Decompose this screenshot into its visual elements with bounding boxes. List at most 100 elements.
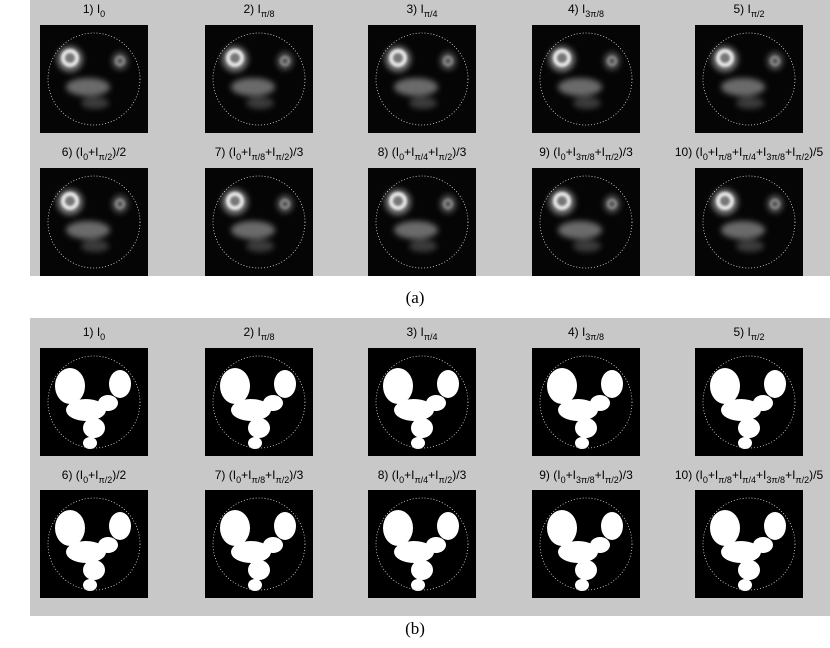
- title-text: )/3: [452, 468, 466, 482]
- title-text: )/5: [809, 468, 823, 482]
- title-text: )/3: [619, 468, 633, 482]
- title-text: +I: [595, 145, 605, 159]
- title-text: +I: [732, 145, 742, 159]
- subscript: 3π/8: [766, 152, 785, 162]
- title-text: +I: [428, 145, 438, 159]
- title-text: 5) I: [733, 325, 750, 339]
- subscript: π/2: [439, 475, 453, 485]
- title-text: +I: [566, 145, 576, 159]
- subscript: π/2: [276, 475, 290, 485]
- title-text: )/5: [809, 145, 823, 159]
- title-text: 4) I: [568, 325, 585, 339]
- subscript: 3π/8: [766, 475, 785, 485]
- image: [532, 25, 640, 133]
- image: [368, 348, 476, 456]
- image: [532, 490, 640, 598]
- subscript: π/4: [424, 9, 438, 19]
- subscript: π/8: [718, 475, 732, 485]
- image: [205, 348, 313, 456]
- title-text: 6) (I: [62, 145, 83, 159]
- title-text: 8) (I: [378, 145, 399, 159]
- title-text: 1) I: [83, 2, 100, 16]
- image: [40, 25, 148, 133]
- title-text: +I: [785, 145, 795, 159]
- subscript: π/4: [742, 475, 756, 485]
- title-text: 6) (I: [62, 468, 83, 482]
- title-text: +I: [708, 468, 718, 482]
- title-text: 2) I: [243, 325, 260, 339]
- title-text: 7) (I: [215, 468, 236, 482]
- image: [368, 168, 476, 276]
- subscript: 3π/8: [585, 332, 604, 342]
- title-text: 10) (I: [675, 145, 703, 159]
- title-text: +I: [88, 468, 98, 482]
- page: {"panels": [ {"caption": "(a)", "titles"…: [0, 0, 830, 643]
- title-text: 2) I: [243, 2, 260, 16]
- image: [368, 25, 476, 133]
- subscript: π/2: [98, 475, 112, 485]
- subscript: π/4: [414, 152, 428, 162]
- title-text: 5) I: [733, 2, 750, 16]
- subscript: π/2: [605, 475, 619, 485]
- title-text: +I: [756, 468, 766, 482]
- subscript: 3π/8: [585, 9, 604, 19]
- title-text: 7) (I: [215, 145, 236, 159]
- subscript: π/8: [251, 152, 265, 162]
- title-text: 1) I: [83, 325, 100, 339]
- subscript: π/2: [439, 152, 453, 162]
- subscript: π/8: [261, 9, 275, 19]
- image: [532, 168, 640, 276]
- image: [40, 348, 148, 456]
- title-text: +I: [732, 468, 742, 482]
- image: [40, 168, 148, 276]
- title-text: )/3: [452, 145, 466, 159]
- title-text: 9) (I: [539, 145, 560, 159]
- subscript: π/8: [718, 152, 732, 162]
- image: [205, 490, 313, 598]
- image: [695, 168, 803, 276]
- title-text: +I: [595, 468, 605, 482]
- title-text: 4) I: [568, 2, 585, 16]
- subscript: π/8: [261, 332, 275, 342]
- title-text: +I: [566, 468, 576, 482]
- subscript: π/2: [751, 9, 765, 19]
- title-text: +I: [241, 468, 251, 482]
- subscript: π/2: [98, 152, 112, 162]
- subscript: π/2: [751, 332, 765, 342]
- subscript: π/4: [414, 475, 428, 485]
- title-text: +I: [785, 468, 795, 482]
- title-text: )/2: [112, 145, 126, 159]
- image: [695, 490, 803, 598]
- title-text: +I: [428, 468, 438, 482]
- subscript: π/2: [276, 152, 290, 162]
- image: [695, 348, 803, 456]
- image: [205, 25, 313, 133]
- subscript: π/2: [795, 475, 809, 485]
- title-text: 3) I: [406, 325, 423, 339]
- title-text: 10) (I: [675, 468, 703, 482]
- image: [205, 168, 313, 276]
- title-text: 8) (I: [378, 468, 399, 482]
- title-text: +I: [756, 145, 766, 159]
- caption: (b): [405, 619, 425, 638]
- title-text: +I: [88, 145, 98, 159]
- subscript: π/8: [251, 475, 265, 485]
- title-text: )/3: [619, 145, 633, 159]
- title-text: )/3: [289, 468, 303, 482]
- title-text: 9) (I: [539, 468, 560, 482]
- image: [368, 490, 476, 598]
- title-text: +I: [241, 145, 251, 159]
- title-text: )/3: [289, 145, 303, 159]
- title-text: +I: [265, 145, 275, 159]
- figure: (a) (b) 1) I02) Iπ/83) Iπ/44) I3π/85) Iπ…: [0, 0, 830, 643]
- image: [695, 25, 803, 133]
- subscript: π/4: [742, 152, 756, 162]
- subscript: 0: [100, 9, 105, 19]
- title-text: 3) I: [406, 2, 423, 16]
- subscript: 3π/8: [576, 152, 595, 162]
- image: [40, 490, 148, 598]
- subscript: 0: [100, 332, 105, 342]
- subscript: π/2: [605, 152, 619, 162]
- image: [532, 348, 640, 456]
- subscript: 3π/8: [576, 475, 595, 485]
